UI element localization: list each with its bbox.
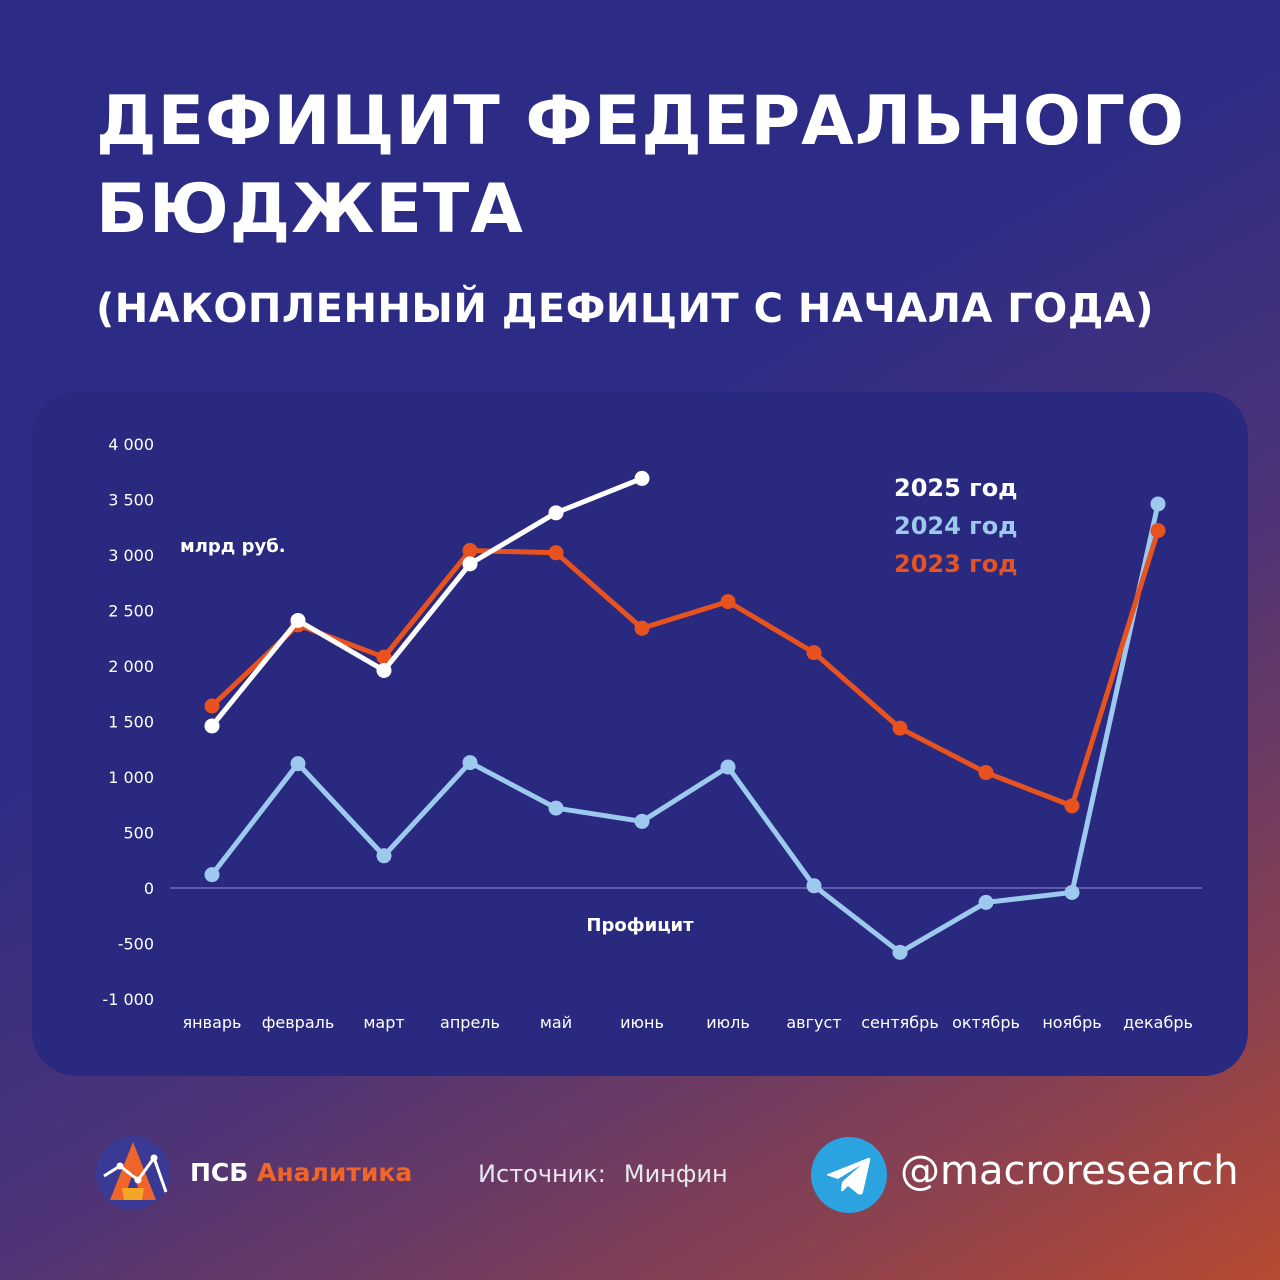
data-point-2023 xyxy=(376,649,392,665)
legend-entry: 2025 год xyxy=(894,474,1018,502)
y-tick-label: -500 xyxy=(118,935,154,954)
data-point-2023 xyxy=(720,594,736,610)
y-tick-label: 3 000 xyxy=(108,546,154,565)
source-note: Источник: Минфин xyxy=(478,1160,728,1188)
y-tick-label: 0 xyxy=(144,879,154,898)
x-tick-label: май xyxy=(540,1013,572,1032)
data-point-2023 xyxy=(548,545,564,561)
data-point-2025 xyxy=(376,662,392,678)
x-tick-label: декабрь xyxy=(1123,1013,1193,1032)
y-tick-label: 3 500 xyxy=(108,491,154,510)
psb-analytics-logo-icon xyxy=(96,1136,170,1210)
brand-name: ПСБ Аналитика xyxy=(190,1158,412,1187)
series-line-2023 xyxy=(209,528,1161,809)
data-point-2024 xyxy=(978,894,994,910)
brand-name-part2: Аналитика xyxy=(257,1158,413,1187)
data-point-2023 xyxy=(204,698,220,714)
series-line-2024 xyxy=(209,501,1161,955)
data-point-2024 xyxy=(1064,884,1080,900)
source-label: Источник: xyxy=(478,1160,606,1188)
page-subtitle: (НАКОПЛЕННЫЙ ДЕФИЦИТ С НАЧАЛА ГОДА) xyxy=(96,286,1155,332)
data-point-2023 xyxy=(806,645,822,661)
source-value: Минфин xyxy=(623,1160,728,1188)
title-line-2: БЮДЖЕТА xyxy=(96,170,524,249)
telegram-handle[interactable]: @macroresearch xyxy=(900,1148,1239,1194)
data-point-2024 xyxy=(892,944,908,960)
x-tick-label: октябрь xyxy=(952,1013,1020,1032)
data-point-2024 xyxy=(548,800,564,816)
data-point-2023 xyxy=(634,620,650,636)
data-point-2025 xyxy=(204,718,220,734)
page-title: ДЕФИЦИТ ФЕДЕРАЛЬНОГО БЮДЖЕТА xyxy=(96,78,1185,254)
x-tick-label: сентябрь xyxy=(861,1013,939,1032)
x-tick-label: апрель xyxy=(440,1013,500,1032)
series-line-2025 xyxy=(209,475,645,729)
y-tick-label: 1 500 xyxy=(108,713,154,732)
data-point-2025 xyxy=(290,612,306,628)
surplus-annotation: Профицит xyxy=(586,915,694,936)
line-chart: 4 000 3 500 3 000 2 500 2 000 1 500 1 000 500 0 -… xyxy=(102,435,1202,1032)
data-point-2024 xyxy=(376,848,392,864)
y-tick-label: 4 000 xyxy=(108,435,154,454)
data-point-2024 xyxy=(634,813,650,829)
data-point-2024 xyxy=(720,759,736,775)
data-point-2024 xyxy=(290,756,306,772)
x-tick-label: июль xyxy=(706,1013,750,1032)
x-tick-label: август xyxy=(786,1013,841,1032)
data-point-2023 xyxy=(1064,798,1080,814)
title-line-1: ДЕФИЦИТ ФЕДЕРАЛЬНОГО xyxy=(96,82,1185,161)
legend-entry: 2024 год xyxy=(894,512,1018,540)
y-tick-label: 2 000 xyxy=(108,657,154,676)
data-point-2023 xyxy=(978,765,994,781)
data-point-2024 xyxy=(1150,496,1166,512)
y-tick-label: 500 xyxy=(123,824,154,843)
x-tick-label: январь xyxy=(183,1013,242,1032)
data-point-2024 xyxy=(806,878,822,894)
data-point-2023 xyxy=(892,720,908,736)
y-tick-label: 1 000 xyxy=(108,768,154,787)
y-axis-unit-label: млрд руб. xyxy=(180,536,286,557)
x-tick-label: июнь xyxy=(620,1013,664,1032)
x-tick-label: февраль xyxy=(262,1013,335,1032)
data-point-2023 xyxy=(462,543,478,559)
data-point-2025 xyxy=(634,470,650,486)
y-tick-label: -1 000 xyxy=(102,990,154,1009)
data-point-2023 xyxy=(1150,523,1166,539)
telegram-icon[interactable] xyxy=(811,1137,887,1213)
data-point-2025 xyxy=(462,556,478,572)
y-tick-label: 2 500 xyxy=(108,602,154,621)
brand-name-part1: ПСБ xyxy=(190,1158,258,1187)
x-tick-label: ноябрь xyxy=(1042,1013,1101,1032)
data-point-2024 xyxy=(462,755,478,771)
chart-panel: 4 000 3 500 3 000 2 500 2 000 1 500 1 000 500 0 -… xyxy=(32,392,1248,1076)
data-point-2025 xyxy=(548,505,564,521)
legend-entry: 2023 год xyxy=(894,550,1018,578)
data-point-2024 xyxy=(204,867,220,883)
x-tick-label: март xyxy=(363,1013,404,1032)
